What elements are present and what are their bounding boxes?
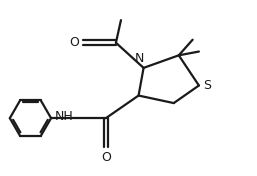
Text: O: O — [101, 151, 111, 164]
Text: O: O — [69, 36, 79, 49]
Text: S: S — [204, 79, 212, 92]
Text: N: N — [135, 52, 144, 65]
Text: NH: NH — [54, 110, 73, 123]
